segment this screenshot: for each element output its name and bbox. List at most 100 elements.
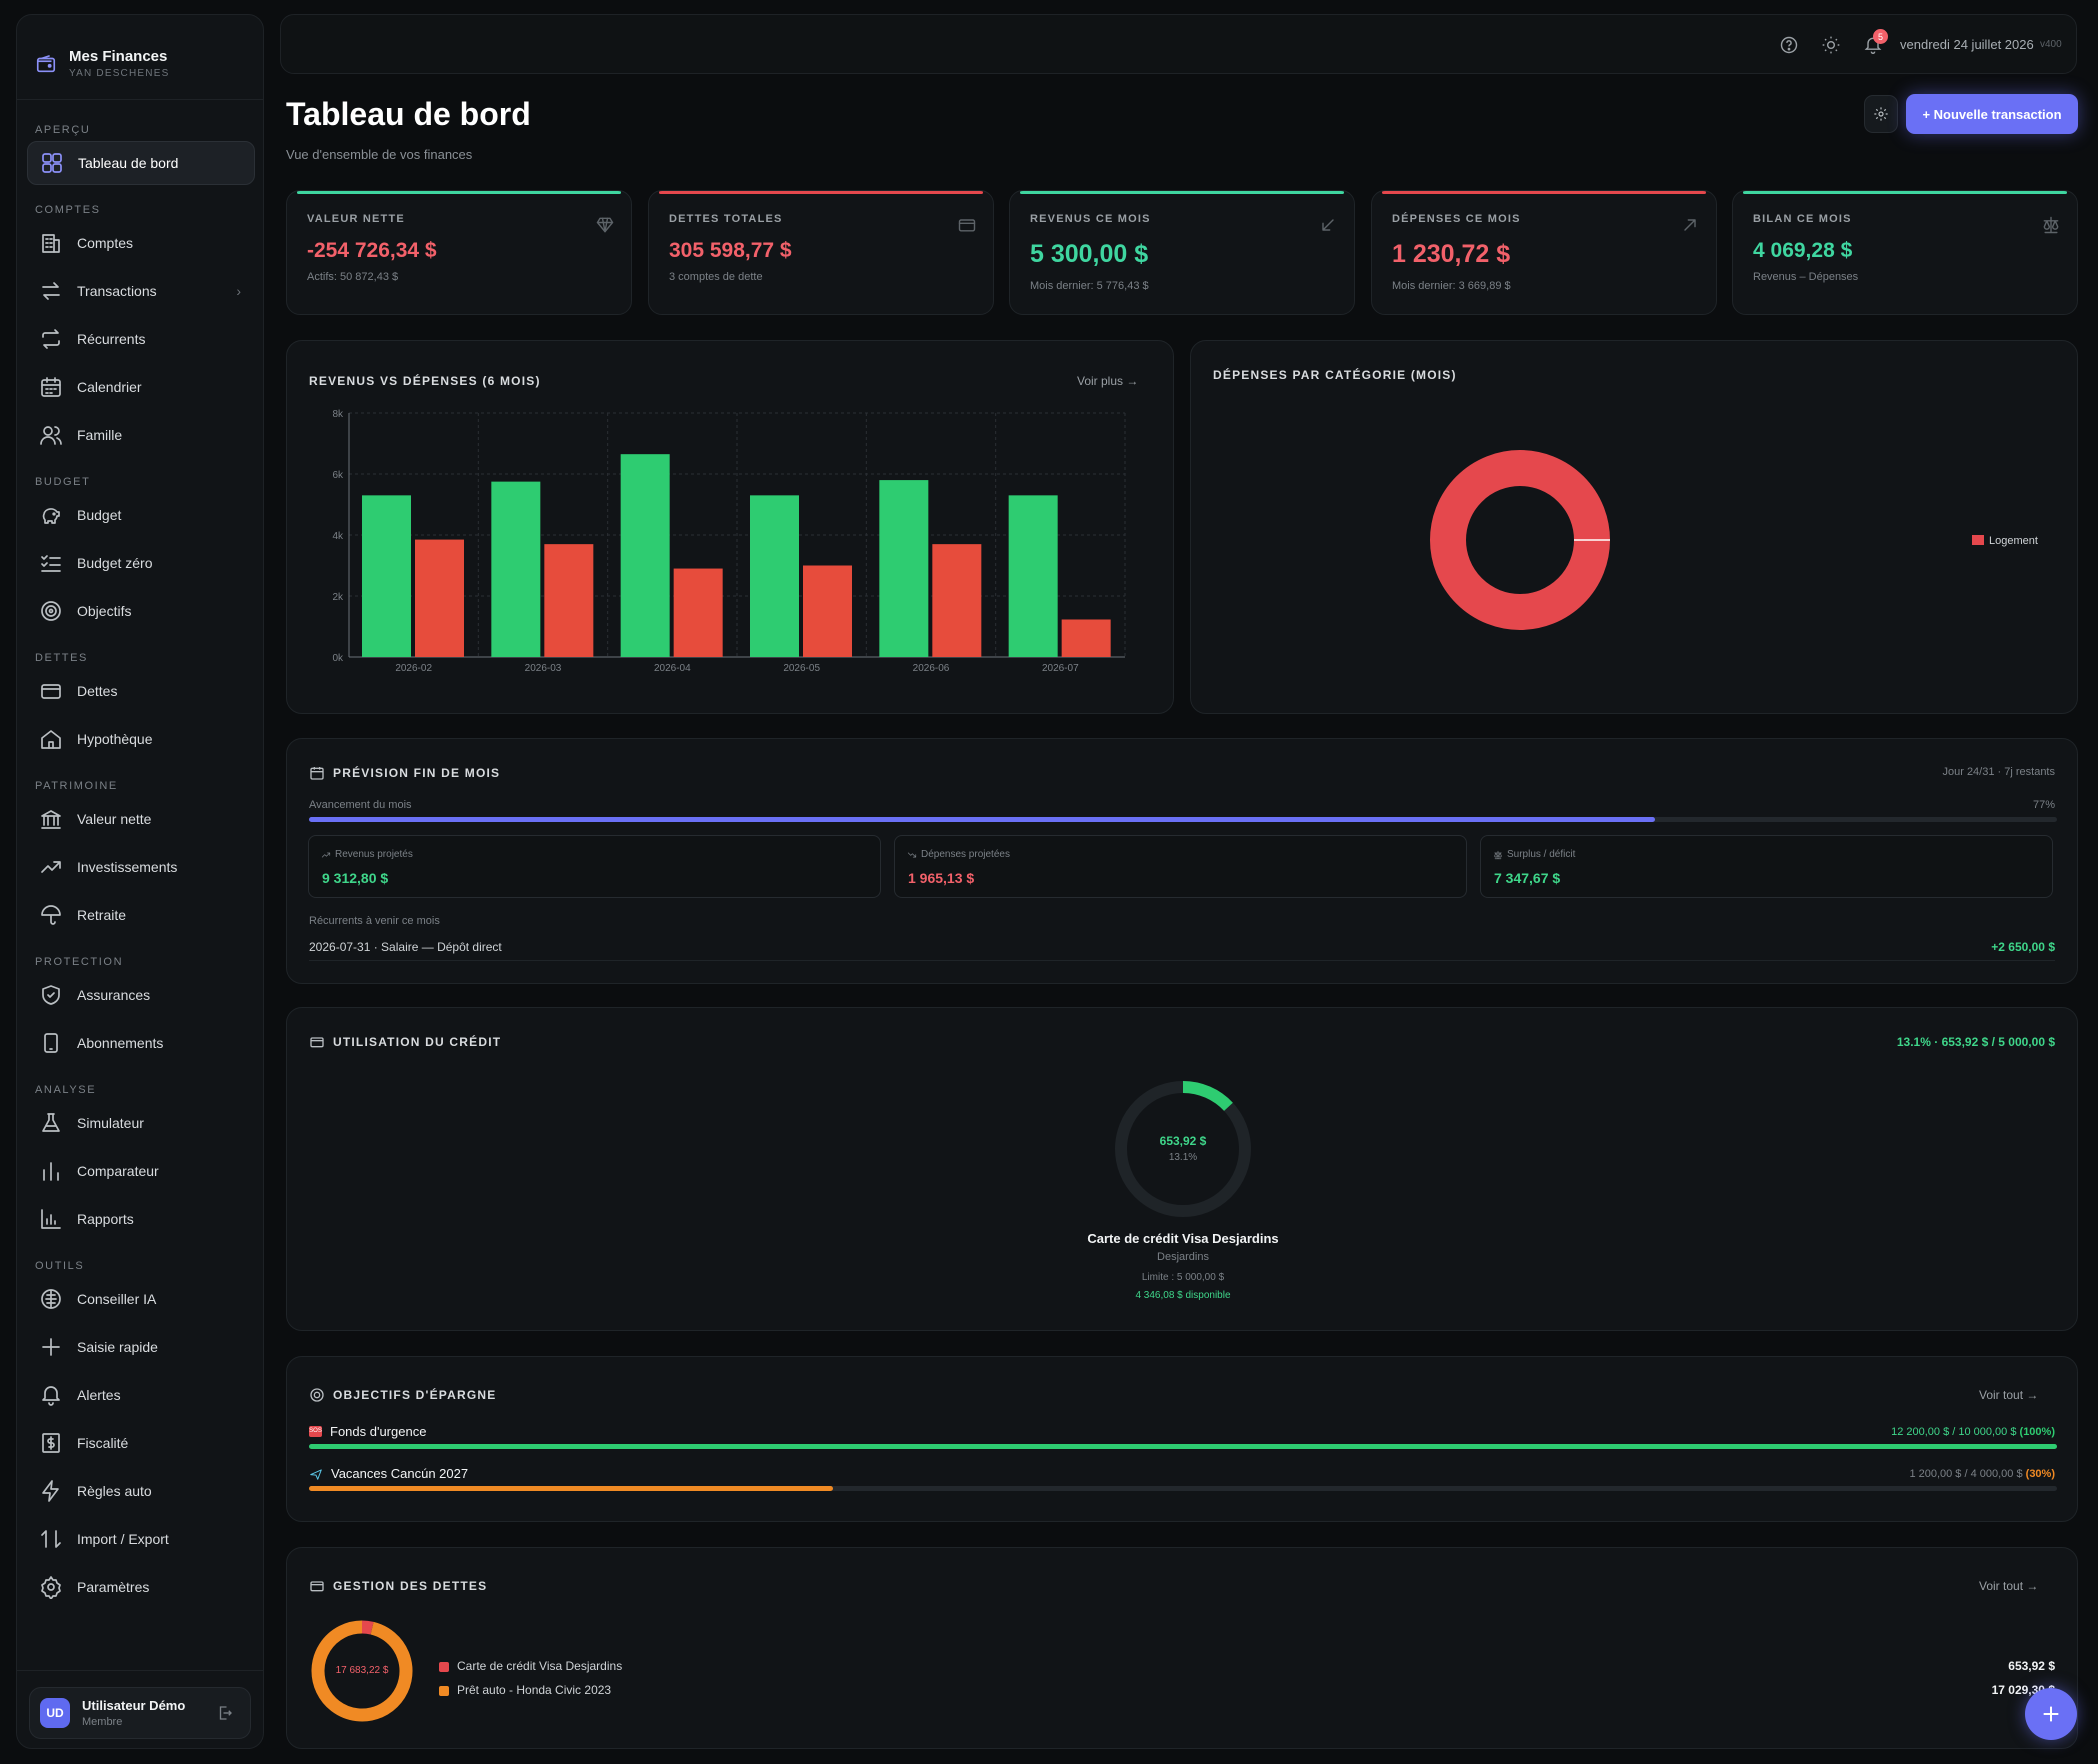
goal-amount-row: 12 200,00 $ / 10 000,00 $ (100%) xyxy=(1891,1426,2055,1438)
projection-value: 9 312,80 $ xyxy=(322,870,389,886)
sidebar-item-label: Import / Export xyxy=(77,1531,169,1547)
sidebar-item-budget[interactable]: Budget xyxy=(27,493,255,537)
umbrella-icon xyxy=(41,905,61,925)
see-all-link[interactable]: Voir tout → xyxy=(1979,1579,2039,1593)
kpi-sub: 3 comptes de dette xyxy=(669,271,763,283)
sidebar-item-comparateur[interactable]: Comparateur xyxy=(27,1149,255,1193)
goal-percent: (100%) xyxy=(2019,1426,2055,1438)
sidebar-item-assurances[interactable]: Assurances xyxy=(27,973,255,1017)
tax-icon xyxy=(42,1433,60,1453)
help-icon[interactable] xyxy=(1779,35,1799,55)
recurring-item-text: 2026-07-31 · Salaire — Dépôt direct xyxy=(309,940,502,954)
revenue-bar[interactable] xyxy=(362,495,411,657)
sidebar-item-valeur-nette[interactable]: Valeur nette xyxy=(27,797,255,841)
building-icon xyxy=(42,234,60,253)
trending-down-icon xyxy=(907,852,917,857)
sidebar-item-retraite[interactable]: Retraite xyxy=(27,893,255,937)
sidebar-item-saisie-rapide[interactable]: Saisie rapide xyxy=(27,1325,255,1369)
sidebar-item-calendrier[interactable]: Calendrier xyxy=(27,365,255,409)
kpi-accent xyxy=(297,191,621,194)
sidebar-item-conseiller-ia[interactable]: Conseiller IA xyxy=(27,1277,255,1321)
sidebar-item-parametres[interactable]: Paramètres xyxy=(27,1565,255,1609)
kpi-label: DETTES TOTALES xyxy=(669,213,783,225)
sidebar-item-famille[interactable]: Famille xyxy=(27,413,255,457)
kpi-sub: Actifs: 50 872,43 $ xyxy=(307,271,399,283)
sidebar-item-transactions[interactable]: Transactions › xyxy=(27,269,255,313)
flask-icon xyxy=(42,1113,60,1132)
kpi-card[interactable]: VALEUR NETTE -254 726,34 $ Actifs: 50 872,… xyxy=(286,190,632,315)
kpi-card[interactable]: DÉPENSES CE MOIS 1 230,72 $ Mois dernier: … xyxy=(1371,190,1717,315)
y-tick-label: 2k xyxy=(332,592,344,603)
sidebar-item-fiscalite[interactable]: Fiscalité xyxy=(27,1421,255,1465)
sidebar-item-label: Comparateur xyxy=(77,1163,159,1179)
logout-icon[interactable] xyxy=(216,1704,234,1722)
sidebar-item-label: Alertes xyxy=(77,1387,121,1403)
revenue-bar[interactable] xyxy=(620,454,670,657)
donut-slice[interactable] xyxy=(1430,450,1610,630)
sidebar-item-rapports[interactable]: Rapports xyxy=(27,1197,255,1241)
revenue-bar[interactable] xyxy=(491,481,541,657)
x-tick-label: 2026-02 xyxy=(395,663,432,674)
kpi-label: REVENUS CE MOIS xyxy=(1030,213,1151,225)
see-more-link[interactable]: Voir plus → xyxy=(1077,374,1139,388)
user-card[interactable]: UD Utilisateur Démo Membre xyxy=(29,1687,251,1739)
month-progress-bar xyxy=(309,817,2057,822)
sidebar-item-simulateur[interactable]: Simulateur xyxy=(27,1101,255,1145)
credit-utilization-panel: UTILISATION DU CRÉDIT 13.1% · 653,92 $ /… xyxy=(286,1007,2078,1331)
projection-label: Surplus / déficit xyxy=(1507,849,1576,860)
sidebar-item-comptes[interactable]: Comptes xyxy=(27,221,255,265)
kpi-card[interactable]: BILAN CE MOIS 4 069,28 $ Revenus – Dépense… xyxy=(1732,190,2078,315)
sidebar-item-tableau-de-bord[interactable]: Tableau de bord xyxy=(27,141,255,185)
panel-title: DÉPENSES PAR CATÉGORIE (MOIS) xyxy=(1213,368,1457,382)
revenue-bar[interactable] xyxy=(879,480,929,657)
sidebar-item-label: Tableau de bord xyxy=(78,155,179,171)
revenue-bar[interactable] xyxy=(1008,495,1058,657)
kpi-accent xyxy=(1382,191,1706,194)
plus-icon xyxy=(42,1338,60,1356)
brand[interactable]: Mes Finances YAN DESCHENES xyxy=(35,31,245,85)
credit-card-icon xyxy=(310,1037,324,1048)
legend-swatch xyxy=(439,1662,449,1672)
sidebar-item-hypotheque[interactable]: Hypothèque xyxy=(27,717,255,761)
sidebar-item-label: Retraite xyxy=(77,907,127,923)
sidebar-item-regles-auto[interactable]: Règles auto xyxy=(27,1469,255,1513)
expense-bar[interactable] xyxy=(544,544,594,657)
airplane-icon xyxy=(310,1468,322,1480)
expense-bar[interactable] xyxy=(673,568,723,657)
dashboard-icon xyxy=(42,153,62,173)
expense-bar[interactable] xyxy=(932,544,982,657)
sidebar-item-investissements[interactable]: Investissements xyxy=(27,845,255,889)
expense-bar[interactable] xyxy=(415,539,464,657)
sidebar-item-objectifs[interactable]: Objectifs xyxy=(27,589,255,633)
quick-add-button[interactable] xyxy=(2025,1688,2077,1740)
sidebar-item-dettes[interactable]: Dettes xyxy=(27,669,255,713)
forecast-title: PRÉVISION FIN DE MOIS xyxy=(333,766,501,780)
sidebar-item-budget-zero[interactable]: Budget zéro xyxy=(27,541,255,585)
sun-icon[interactable] xyxy=(1821,35,1841,55)
sidebar-item-import-export[interactable]: Import / Export xyxy=(27,1517,255,1561)
sidebar-item-label: Budget xyxy=(77,507,122,523)
kpi-card[interactable]: DETTES TOTALES 305 598,77 $ 3 comptes de d… xyxy=(648,190,994,315)
dashboard-settings-button[interactable] xyxy=(1864,95,1898,133)
revenue-bar[interactable] xyxy=(750,495,799,657)
kpi-card[interactable]: REVENUS CE MOIS 5 300,00 $ Mois dernier: 5… xyxy=(1009,190,1355,315)
scale-icon xyxy=(1494,850,1502,859)
see-all-link[interactable]: Voir tout → xyxy=(1979,1388,2039,1402)
panel-title: PRÉVISION FIN DE MOIS xyxy=(309,765,500,781)
expense-bar[interactable] xyxy=(1061,619,1111,657)
repeat-icon xyxy=(42,329,60,349)
donut-slice[interactable] xyxy=(311,1620,413,1722)
sidebar-item-abonnements[interactable]: Abonnements xyxy=(27,1021,255,1065)
sidebar-item-label: Valeur nette xyxy=(77,811,152,827)
bar-chart-icon xyxy=(43,1162,59,1181)
donut-slice[interactable] xyxy=(361,1620,374,1635)
sidebar-item-alertes[interactable]: Alertes xyxy=(27,1373,255,1417)
new-transaction-button[interactable]: + Nouvelle transaction xyxy=(1906,94,2078,134)
credit-amount: 653,92 $ xyxy=(1159,1134,1207,1148)
expense-bar[interactable] xyxy=(803,565,852,658)
scale-icon xyxy=(2043,216,2059,234)
category-donut-chart: Logement xyxy=(1430,450,2038,630)
sidebar-item-recurrents[interactable]: Récurrents xyxy=(27,317,255,361)
target-icon xyxy=(41,601,61,621)
nav-section-title: DETTES xyxy=(35,652,88,664)
